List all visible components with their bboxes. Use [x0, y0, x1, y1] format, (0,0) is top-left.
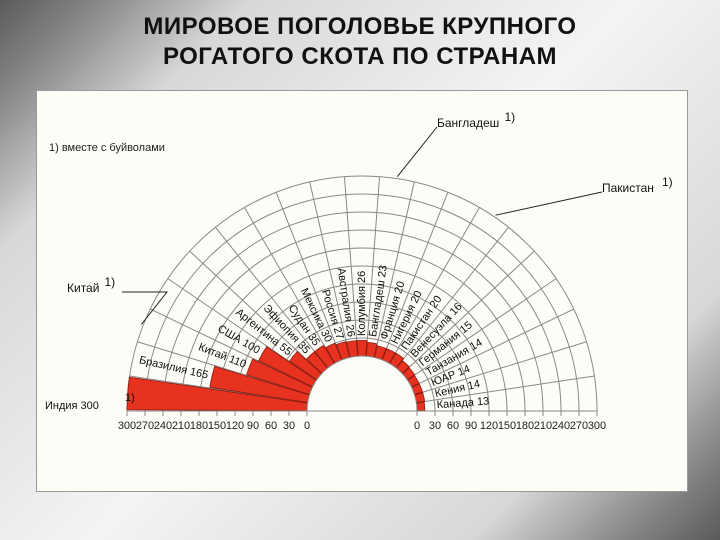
- slide: МИРОВОЕ ПОГОЛОВЬЕ КРУПНОГО РОГАТОГО СКОТ…: [0, 0, 720, 540]
- axis-tick: 300: [118, 420, 136, 432]
- axis-tick: 300: [588, 420, 606, 432]
- polar-bar-chart: Бразилия 165Китай 110Китай1)США 100Арген…: [37, 91, 687, 491]
- axis-tick: 90: [247, 420, 259, 432]
- page-title: МИРОВОЕ ПОГОЛОВЬЕ КРУПНОГО РОГАТОГО СКОТ…: [0, 12, 720, 72]
- axis-tick: 60: [447, 420, 459, 432]
- axis-tick: 150: [498, 420, 516, 432]
- axis-tick: 0: [304, 420, 310, 432]
- callout-label: Китай: [67, 281, 99, 295]
- axis-tick: 240: [154, 420, 172, 432]
- bar: [416, 402, 424, 411]
- callout-note: 1): [662, 175, 673, 189]
- axis-tick: 240: [552, 420, 570, 432]
- axis-tick: 0: [414, 420, 420, 432]
- axis-tick: 270: [570, 420, 588, 432]
- axis-tick: 150: [208, 420, 226, 432]
- callout-label: Бангладеш: [437, 116, 499, 130]
- bar: [357, 340, 367, 356]
- india-note: 1): [125, 392, 135, 404]
- title-line2: РОГАТОГО СКОТА ПО СТРАНАМ: [163, 43, 557, 70]
- country-label-india: Индия 300: [45, 400, 99, 412]
- axis-tick: 120: [226, 420, 244, 432]
- axis-tick: 210: [534, 420, 552, 432]
- axis-tick: 120: [480, 420, 498, 432]
- chart-frame: Бразилия 165Китай 110Китай1)США 100Арген…: [36, 90, 688, 492]
- axis-tick: 180: [190, 420, 208, 432]
- title-line1: МИРОВОЕ ПОГОЛОВЬЕ КРУПНОГО: [143, 13, 576, 40]
- callout-note: 1): [505, 110, 516, 124]
- axis-tick: 210: [172, 420, 190, 432]
- axis-tick: 30: [429, 420, 441, 432]
- callout-label: Пакистан: [602, 181, 654, 195]
- axis-tick: 30: [283, 420, 295, 432]
- callout-note: 1): [105, 275, 116, 289]
- country-label: Колумбия 26: [356, 271, 368, 336]
- country-label: Бразилия 165: [138, 354, 209, 381]
- axis-tick: 90: [465, 420, 477, 432]
- axis-tick: 270: [136, 420, 154, 432]
- axis-tick: 60: [265, 420, 277, 432]
- axis-tick: 180: [516, 420, 534, 432]
- footnote: 1) вместе с буйволами: [49, 142, 165, 154]
- country-label: Канада 13: [436, 395, 489, 411]
